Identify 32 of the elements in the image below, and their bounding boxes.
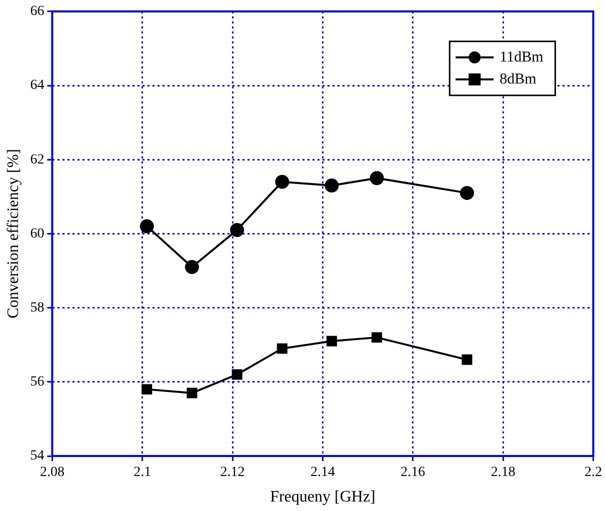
legend-label: 11dBm — [500, 49, 544, 66]
x-axis-title: Frequeny [GHz] — [270, 488, 376, 506]
point — [462, 354, 472, 365]
y-tick-label: 64 — [30, 78, 44, 94]
point — [370, 171, 384, 186]
y-axis-title: Conversion efficiency [%] — [4, 148, 22, 318]
point — [142, 384, 152, 395]
point — [184, 260, 199, 274]
point — [232, 369, 242, 380]
y-tick-label: 66 — [30, 4, 44, 20]
y-tick-label: 58 — [30, 300, 44, 316]
point — [460, 186, 474, 200]
legend-label: 8dBm — [500, 71, 537, 88]
x-tick-label: 2.08 — [40, 465, 64, 480]
point — [372, 332, 382, 343]
y-tick-label: 56 — [30, 374, 44, 390]
point — [275, 174, 290, 189]
point — [140, 219, 154, 234]
point — [324, 178, 339, 193]
y-tick-label: 62 — [30, 152, 44, 168]
x-tick-label: 2.14 — [310, 465, 335, 480]
point — [186, 388, 198, 398]
point — [230, 222, 244, 237]
x-tick-label: 2.12 — [220, 465, 245, 480]
y-tick-label: 60 — [30, 226, 44, 242]
point — [326, 336, 337, 346]
point — [276, 343, 288, 354]
x-tick-label: 2.16 — [400, 465, 426, 480]
y-tick-label: 54 — [30, 448, 44, 464]
x-tick-label: 2.1 — [134, 465, 152, 480]
x-tick-label: 2.2 — [584, 465, 602, 480]
x-tick-label: 2.18 — [490, 465, 516, 480]
